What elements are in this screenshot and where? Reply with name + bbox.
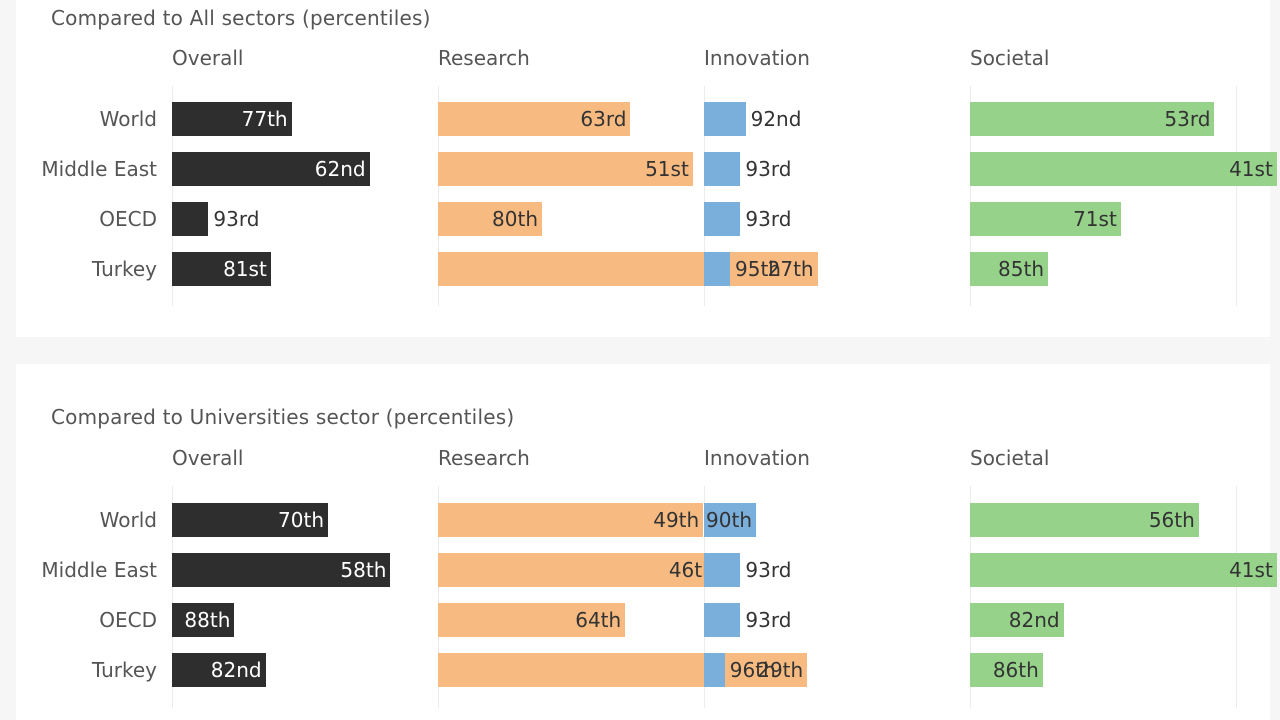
axis-baseline — [704, 86, 705, 306]
bar-research-world — [438, 503, 704, 537]
column-heading-research: Research — [438, 46, 530, 70]
bar-innovation-oecd — [704, 202, 741, 236]
bar-value-label: 27th — [767, 257, 814, 281]
bar-overall-oecd — [172, 202, 209, 236]
bar-societal-world — [970, 503, 1199, 537]
bar-innovation-turkey — [704, 653, 725, 687]
axis-baseline — [970, 86, 971, 306]
bar-value-label: 70th — [278, 508, 324, 532]
bar-value-label: 93rd — [745, 608, 792, 632]
bar-research-oecd — [438, 603, 626, 637]
bar-societal-turkey — [970, 252, 1048, 286]
axis-baseline — [172, 486, 173, 708]
bar-value-label: 80th — [492, 207, 538, 231]
bar-innovation-middle-east — [704, 553, 741, 587]
bar-value-label: 41st — [1229, 558, 1273, 582]
bar-value-label: 56th — [1148, 508, 1195, 532]
bar-value-label: 71st — [1073, 207, 1117, 231]
bar-research-turkey — [438, 653, 808, 687]
bar-value-label: 58th — [340, 558, 387, 582]
bar-overall-middle-east — [172, 152, 370, 186]
bar-value-label: 29th — [757, 658, 804, 682]
axis-baseline — [172, 86, 173, 306]
bar-value-label: 77th — [241, 107, 288, 131]
row-label-world: World — [99, 107, 157, 131]
column-heading-overall: Overall — [172, 46, 244, 70]
bar-value-label: 62nd — [314, 157, 366, 181]
bar-value-label: 82nd — [1008, 608, 1060, 632]
bar-overall-world — [172, 102, 292, 136]
bar-societal-world — [970, 102, 1215, 136]
bar-research-turkey — [438, 252, 818, 286]
axis-gridline — [1236, 86, 1237, 306]
bar-value-label: 93rd — [745, 157, 792, 181]
axis-baseline — [438, 486, 439, 708]
bar-value-label: 93rd — [745, 207, 792, 231]
bar-value-label: 46th — [668, 558, 715, 582]
column-heading-societal: Societal — [970, 46, 1050, 70]
bar-societal-turkey — [970, 653, 1043, 687]
bar-innovation-world — [704, 102, 746, 136]
axis-baseline — [438, 86, 439, 306]
axis-baseline — [970, 486, 971, 708]
bar-societal-oecd — [970, 603, 1064, 637]
bar-value-label: 49th — [653, 508, 700, 532]
bar-value-label: 86th — [992, 658, 1039, 682]
bar-research-oecd — [438, 202, 542, 236]
row-label-world: World — [99, 508, 157, 532]
column-heading-research: Research — [438, 446, 530, 470]
bar-research-world — [438, 102, 631, 136]
bar-value-label: 85th — [998, 257, 1044, 281]
axis-gridline — [1236, 486, 1237, 708]
row-label-turkey: Turkey — [91, 658, 157, 682]
column-heading-innovation: Innovation — [704, 46, 810, 70]
bar-value-label: 53rd — [1164, 107, 1211, 131]
bar-value-label: 92nd — [750, 107, 802, 131]
bar-societal-middle-east — [970, 553, 1277, 587]
column-heading-societal: Societal — [970, 446, 1050, 470]
row-label-turkey: Turkey — [91, 257, 157, 281]
bar-innovation-middle-east — [704, 152, 741, 186]
bar-overall-turkey — [172, 653, 266, 687]
row-label-middle-east: Middle East — [41, 558, 157, 582]
bar-value-label: 90th — [706, 508, 752, 532]
bar-innovation-turkey — [704, 252, 730, 286]
row-label-middle-east: Middle East — [41, 157, 157, 181]
panel-title: Compared to All sectors (percentiles) — [51, 6, 431, 30]
bar-societal-oecd — [970, 202, 1121, 236]
bar-value-label: 88th — [184, 608, 231, 632]
bar-value-label: 64th — [575, 608, 622, 632]
column-heading-innovation: Innovation — [704, 446, 810, 470]
bar-overall-turkey — [172, 252, 271, 286]
column-heading-overall: Overall — [172, 446, 244, 470]
bar-innovation-world — [704, 503, 756, 537]
axis-baseline — [704, 486, 705, 708]
bar-value-label: 95th — [735, 257, 781, 281]
bar-research-middle-east — [438, 553, 719, 587]
bar-value-label: 51st — [645, 157, 689, 181]
bar-value-label: 93rd — [213, 207, 260, 231]
row-label-oecd: OECD — [99, 608, 157, 632]
universities-sector-panel: Compared to Universities sector (percent… — [16, 364, 1277, 720]
bar-value-label: 63rd — [580, 107, 627, 131]
bar-value-label: 41st — [1229, 157, 1273, 181]
all-sectors-panel: Compared to All sectors (percentiles) Wo… — [16, 0, 1277, 337]
bar-innovation-oecd — [704, 603, 741, 637]
panel-title: Compared to Universities sector (percent… — [51, 405, 515, 429]
bar-value-label: 93rd — [745, 558, 792, 582]
bar-research-middle-east — [438, 152, 693, 186]
bar-overall-middle-east — [172, 553, 391, 587]
row-label-oecd: OECD — [99, 207, 157, 231]
bar-value-label: 96th — [729, 658, 776, 682]
bar-overall-world — [172, 503, 328, 537]
bar-value-label: 82nd — [210, 658, 262, 682]
bar-overall-oecd — [172, 603, 235, 637]
bar-societal-middle-east — [970, 152, 1277, 186]
bar-value-label: 81st — [223, 257, 267, 281]
